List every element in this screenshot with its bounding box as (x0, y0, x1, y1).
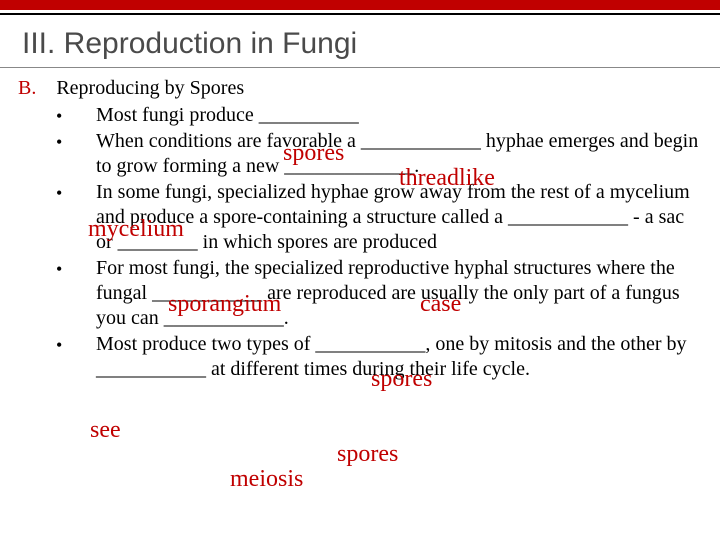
bullet-marker: • (56, 131, 62, 154)
section-heading-row: B. Reproducing by Spores (18, 76, 702, 101)
answer-sporangium: sporangium (168, 291, 281, 318)
bullet-marker: • (56, 334, 62, 357)
answer-spores-3: spores (337, 441, 398, 468)
section-label: B. (18, 77, 36, 99)
bullet-marker: • (56, 258, 62, 281)
answer-case: case (420, 291, 461, 318)
list-item: • For most fungi, the specialized reprod… (56, 256, 702, 331)
title-block: III. Reproduction in Fungi (0, 15, 720, 68)
bullet-text: Most fungi produce __________ (96, 104, 359, 126)
answer-meiosis: meiosis (230, 466, 303, 493)
page-title: III. Reproduction in Fungi (0, 15, 720, 67)
top-red-bar (0, 0, 720, 10)
answer-threadlike: threadlike (399, 165, 495, 192)
bullet-text: When conditions are favorable a ________… (96, 130, 698, 177)
list-item: • When conditions are favorable a ______… (56, 129, 702, 179)
bullet-marker: • (56, 182, 62, 205)
answer-mycelium: mycelium (88, 216, 184, 243)
bullet-text: In some fungi, specialized hyphae grow a… (96, 181, 690, 253)
answer-see: see (90, 417, 121, 444)
bullet-marker: • (56, 105, 62, 128)
section-heading: Reproducing by Spores (56, 77, 244, 99)
answer-spores-2: spores (371, 366, 432, 393)
list-item: • Most fungi produce __________ (56, 103, 702, 128)
answer-spores-1: spores (283, 140, 344, 167)
